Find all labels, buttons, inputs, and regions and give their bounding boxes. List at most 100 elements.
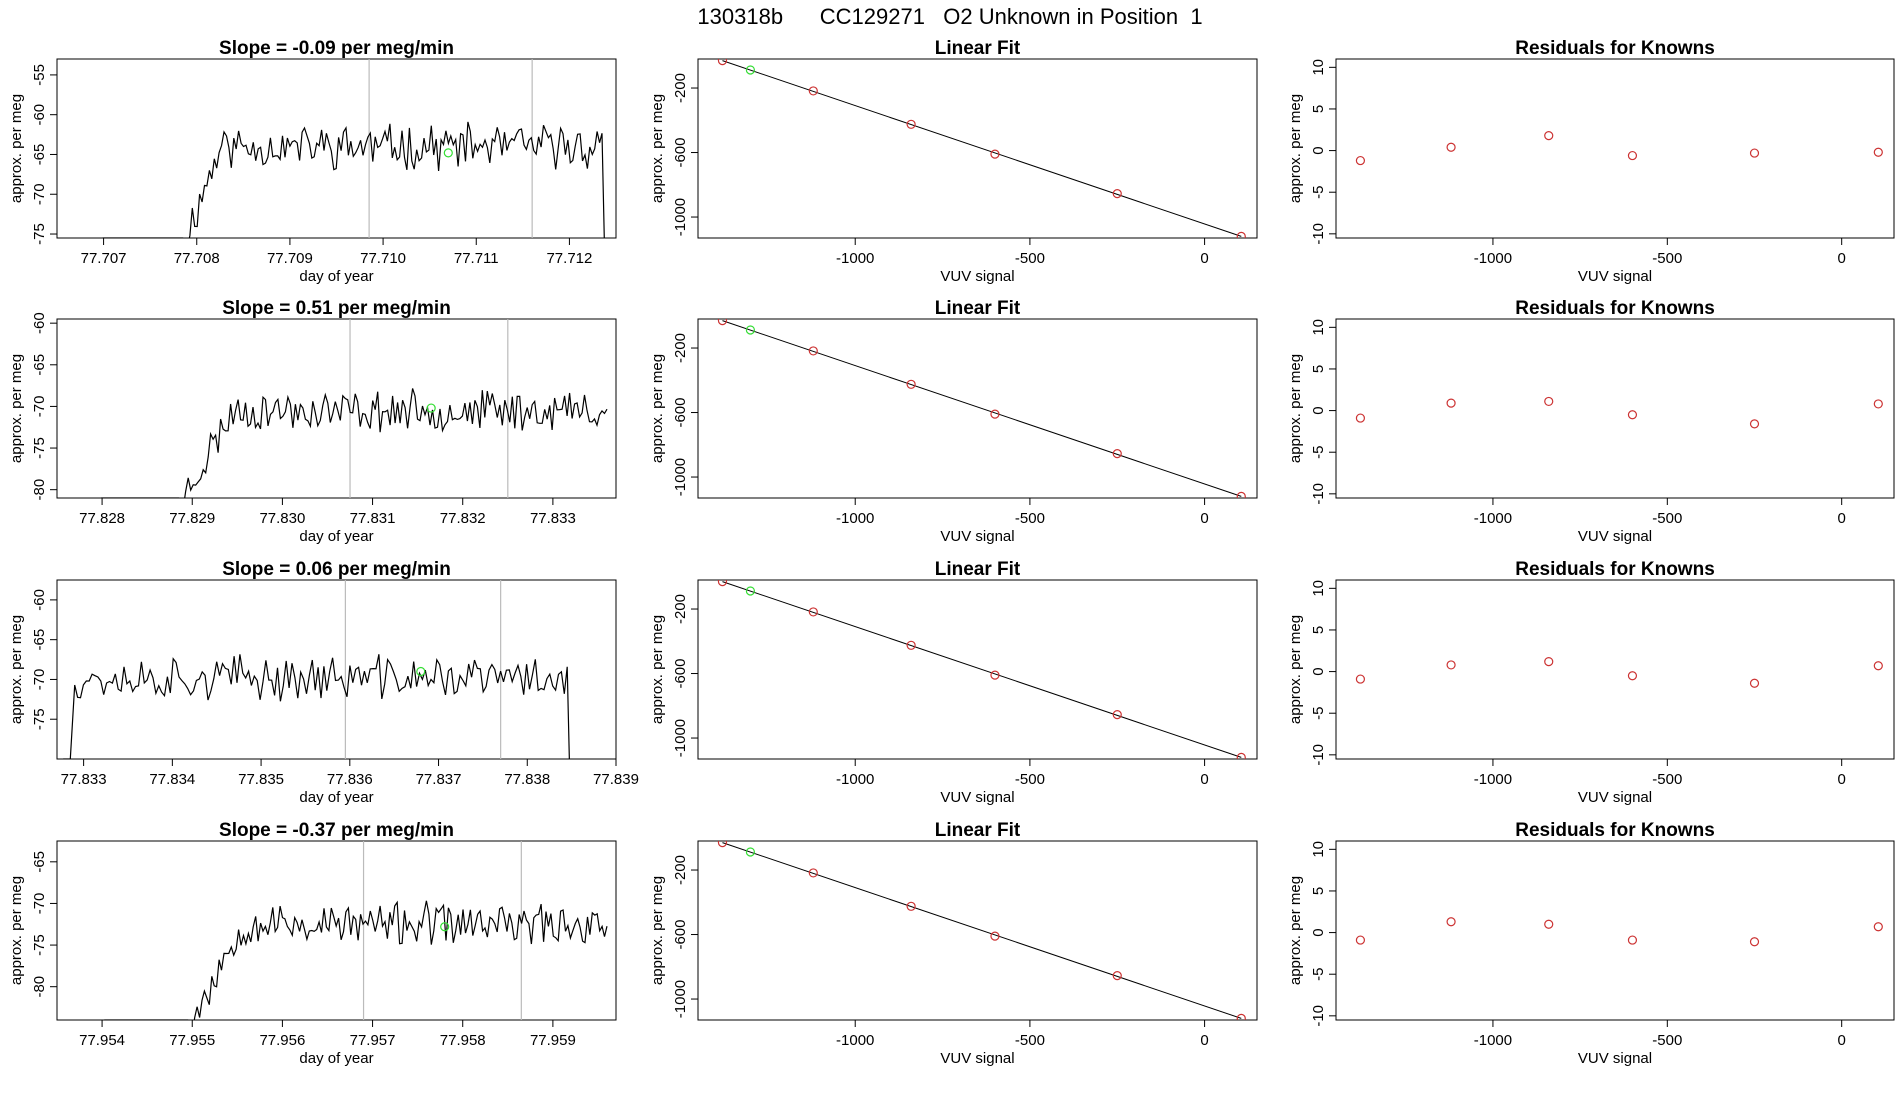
x-tick-label: 0 xyxy=(1838,250,1846,267)
x-tick-label: -1000 xyxy=(1474,510,1512,527)
chart-panel: Linear Fit -1000 -500 0 -1000 -600 -200 VUV sig… xyxy=(649,559,1258,806)
x-tick-label: -1000 xyxy=(836,510,874,527)
y-tick-label: -70 xyxy=(31,893,48,915)
x-tick-label: 0 xyxy=(1200,1032,1208,1049)
x-axis-label: VUV signal xyxy=(940,268,1014,285)
chart-title: Slope = 0.51 per meg/min xyxy=(222,298,451,319)
data-point xyxy=(808,346,818,356)
x-axis-label: VUV signal xyxy=(940,789,1014,806)
data-point xyxy=(990,149,1000,159)
y-tick-label: -75 xyxy=(31,934,48,956)
chart-panel: Residuals for Knowns -1000 -500 0 -10 -5 0 5 10 V… xyxy=(1287,38,1895,285)
y-tick-label: -60 xyxy=(31,312,48,334)
data-point xyxy=(1627,410,1638,420)
data-point xyxy=(1355,674,1366,684)
data-point xyxy=(1544,656,1554,667)
data-point xyxy=(717,59,728,66)
chart-title: Residuals for Knowns xyxy=(1515,820,1715,841)
data-layer xyxy=(63,580,570,759)
data-point xyxy=(1544,396,1554,407)
y-tick-label: 10 xyxy=(1310,841,1327,858)
y-tick-label: -60 xyxy=(31,104,48,126)
y-tick-label: -75 xyxy=(31,708,48,730)
data-point xyxy=(1873,399,1883,409)
y-axis-label: approx. per meg xyxy=(8,354,25,463)
y-tick-label: -1000 xyxy=(672,719,689,757)
x-axis-label: day of year xyxy=(299,528,373,545)
data-point xyxy=(1112,971,1122,981)
y-tick-label: -600 xyxy=(672,138,689,168)
data-point xyxy=(1627,935,1638,945)
x-tick-label: 77.959 xyxy=(530,1032,576,1049)
y-axis-label: approx. per meg xyxy=(8,94,25,203)
data-point xyxy=(1236,231,1246,238)
data-layer xyxy=(1355,656,1883,688)
data-point xyxy=(1749,419,1760,429)
plot-frame xyxy=(56,579,617,760)
y-tick-label: -600 xyxy=(672,659,689,689)
x-tick-label: -1000 xyxy=(836,1032,874,1049)
data-point xyxy=(1873,661,1883,671)
x-tick-label: -500 xyxy=(1015,510,1045,527)
data-point xyxy=(1355,155,1366,166)
plot-frame xyxy=(1335,318,1895,499)
data-point xyxy=(1236,752,1246,759)
plot-frame xyxy=(697,579,1258,760)
x-tick-label: 77.833 xyxy=(530,510,576,527)
data-layer xyxy=(717,59,1246,238)
x-tick-label: 77.711 xyxy=(454,250,499,267)
y-tick-label: -70 xyxy=(31,183,48,205)
y-axis-label: approx. per meg xyxy=(649,94,666,203)
plot-frame xyxy=(697,58,1258,239)
cylinder-id: CC129271 xyxy=(819,4,925,29)
plot-frame xyxy=(1335,579,1895,760)
x-axis-label: VUV signal xyxy=(1578,1050,1652,1067)
x-tick-label: 77.837 xyxy=(416,771,462,788)
y-tick-label: -55 xyxy=(31,64,48,86)
x-tick-label: 0 xyxy=(1838,771,1846,788)
y-tick-label: 0 xyxy=(1310,146,1327,154)
y-axis-label: approx. per meg xyxy=(1287,94,1304,203)
chart-panel: Linear Fit -1000 -500 0 -1000 -600 -200 VUV sig… xyxy=(649,820,1258,1067)
y-tick-label: -1000 xyxy=(672,980,689,1018)
y-tick-label: -10 xyxy=(1310,223,1327,245)
y-axis-label: approx. per meg xyxy=(649,354,666,463)
data-layer xyxy=(104,841,608,1020)
y-tick-label: 10 xyxy=(1310,580,1327,597)
data-point xyxy=(1446,398,1456,408)
x-tick-label: 77.709 xyxy=(267,250,313,267)
y-tick-label: -5 xyxy=(1310,968,1327,981)
y-tick-label: 5 xyxy=(1310,626,1327,634)
x-tick-label: 77.712 xyxy=(546,250,592,267)
x-tick-label: 77.832 xyxy=(440,510,486,527)
current-point-marker xyxy=(416,666,426,677)
x-tick-label: 77.828 xyxy=(79,510,125,527)
y-tick-label: -75 xyxy=(31,437,48,459)
data-point xyxy=(1446,142,1456,152)
x-tick-label: 77.954 xyxy=(79,1032,125,1049)
fit-line xyxy=(722,581,1242,758)
data-layer xyxy=(1355,917,1883,947)
data-point xyxy=(1749,937,1760,947)
y-tick-label: -70 xyxy=(31,396,48,418)
chart-panel: Residuals for Knowns -1000 -500 0 -10 -5 0 5 10 V… xyxy=(1287,298,1895,545)
y-tick-label: -65 xyxy=(31,629,48,651)
data-point xyxy=(1749,148,1760,158)
chart-title: Slope = 0.06 per meg/min xyxy=(222,559,451,580)
data-point xyxy=(717,319,728,326)
data-layer xyxy=(717,319,1246,498)
data-point xyxy=(1236,1013,1246,1020)
data-point xyxy=(1873,147,1883,157)
x-tick-label: 77.830 xyxy=(259,510,305,527)
y-tick-label: -80 xyxy=(31,976,48,998)
plot-frame xyxy=(1335,840,1895,1021)
chart-panel: Slope = -0.09 per meg/min 77.707 77.708 77.… xyxy=(8,38,617,285)
data-point xyxy=(1236,491,1246,498)
data-point xyxy=(1873,922,1883,932)
description: O2 Unknown in Position xyxy=(943,4,1179,29)
data-layer xyxy=(717,841,1246,1020)
y-tick-label: 0 xyxy=(1310,406,1327,414)
y-tick-label: -1000 xyxy=(672,198,689,236)
x-tick-label: -500 xyxy=(1652,1032,1682,1049)
